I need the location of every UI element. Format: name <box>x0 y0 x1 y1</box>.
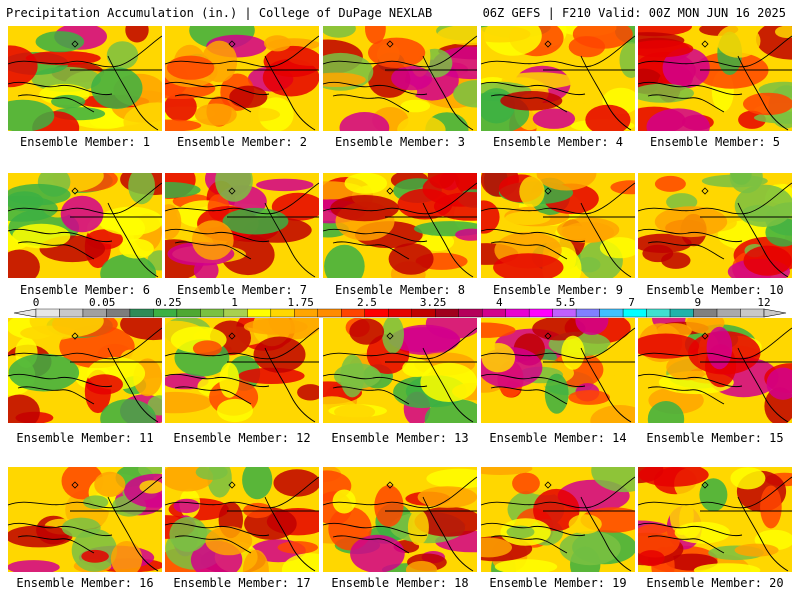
ensemble-member-label: Ensemble Member: 4 <box>492 135 624 149</box>
colorbar-swatch <box>411 308 436 318</box>
colorbar-tick-label: 9 <box>694 296 701 309</box>
colorbar-swatch <box>481 308 506 318</box>
ensemble-map-panel <box>481 173 635 278</box>
colorbar-swatch <box>106 308 131 318</box>
ensemble-map-panel <box>481 26 635 131</box>
ensemble-member-label: Ensemble Member: 12 <box>173 431 311 445</box>
ensemble-member-label: Ensemble Member: 8 <box>334 283 466 297</box>
ensemble-map-panel <box>481 467 635 572</box>
colorbar-swatch <box>153 308 178 318</box>
ensemble-map-panel <box>323 26 477 131</box>
colorbar-swatch <box>435 308 459 318</box>
ensemble-map-panel <box>8 173 162 278</box>
colorbar-tick-label: 5.5 <box>556 296 576 309</box>
ensemble-map-panel <box>481 318 635 423</box>
ensemble-map-panel <box>638 26 792 131</box>
ensemble-member-label: Ensemble Member: 10 <box>646 283 784 297</box>
ensemble-map-panel <box>165 318 319 423</box>
ensemble-map-panel <box>165 173 319 278</box>
run-valid-time: 06Z GEFS | F210 Valid: 00Z MON JUN 16 20… <box>482 6 786 20</box>
colorbar-swatch <box>317 308 342 318</box>
colorbar-swatch <box>693 308 718 318</box>
colorbar-swatch <box>458 308 483 318</box>
ensemble-member-label: Ensemble Member: 16 <box>16 576 154 590</box>
colorbar-swatch <box>599 308 624 318</box>
colorbar-swatch <box>388 308 412 318</box>
ensemble-map-panel <box>8 26 162 131</box>
ensemble-map-panel <box>165 26 319 131</box>
ensemble-member-label: Ensemble Member: 3 <box>334 135 466 149</box>
colorbar-swatch <box>622 308 647 318</box>
colorbar-swatch <box>646 308 671 318</box>
ensemble-map-panel <box>323 173 477 278</box>
precip-colorbar: 0 0.05 0.25 1 1.75 2.5 3.25 4 5.5 7 9 12 <box>13 296 787 318</box>
colorbar-tick-label: 0.25 <box>155 296 182 309</box>
ensemble-map-panel <box>8 318 162 423</box>
colorbar-swatch <box>200 308 225 318</box>
ensemble-member-label: Ensemble Member: 1 <box>19 135 151 149</box>
colorbar-swatch <box>59 308 84 318</box>
ensemble-map-panel <box>638 318 792 423</box>
ensemble-member-label: Ensemble Member: 15 <box>646 431 784 445</box>
colorbar-tick-label: 3.25 <box>420 296 447 309</box>
ensemble-member-label: Ensemble Member: 14 <box>489 431 627 445</box>
ensemble-member-label: Ensemble Member: 9 <box>492 283 624 297</box>
colorbar-max-arrow <box>763 308 787 318</box>
ensemble-map-panel <box>638 467 792 572</box>
colorbar-tick-label: 0.05 <box>89 296 116 309</box>
colorbar-swatch <box>716 308 741 318</box>
colorbar-swatch <box>176 308 201 318</box>
colorbar-swatch <box>247 308 272 318</box>
map-title: Precipitation Accumulation (in.) | Colle… <box>6 6 433 20</box>
colorbar-swatch <box>364 308 389 318</box>
ensemble-member-label: Ensemble Member: 20 <box>646 576 784 590</box>
ensemble-member-label: Ensemble Member: 11 <box>16 431 154 445</box>
colorbar-swatch <box>740 308 765 318</box>
ensemble-member-label: Ensemble Member: 5 <box>649 135 781 149</box>
colorbar-swatch <box>82 308 107 318</box>
ensemble-member-label: Ensemble Member: 18 <box>331 576 469 590</box>
colorbar-swatch <box>575 308 600 318</box>
colorbar-swatch <box>669 308 694 318</box>
ensemble-map-panel <box>165 467 319 572</box>
colorbar-swatch <box>223 308 248 318</box>
colorbar-swatch <box>270 308 295 318</box>
colorbar-swatch <box>129 308 154 318</box>
colorbar-tick-label: 7 <box>628 296 635 309</box>
ensemble-map-panel <box>323 318 477 423</box>
ensemble-member-label: Ensemble Member: 7 <box>176 283 308 297</box>
ensemble-map-panel <box>323 467 477 572</box>
ensemble-member-label: Ensemble Member: 19 <box>489 576 627 590</box>
colorbar-tick-label: 1.75 <box>287 296 314 309</box>
colorbar-tick-label: 0 <box>33 296 40 309</box>
colorbar-swatch <box>552 308 577 318</box>
colorbar-tick-label: 12 <box>757 296 770 309</box>
ensemble-map-panel <box>638 173 792 278</box>
colorbar-tick-label: 4 <box>496 296 503 309</box>
ensemble-member-label: Ensemble Member: 2 <box>176 135 308 149</box>
colorbar-swatch <box>294 308 319 318</box>
ensemble-member-label: Ensemble Member: 13 <box>331 431 469 445</box>
ensemble-member-label: Ensemble Member: 17 <box>173 576 311 590</box>
colorbar-swatch <box>35 308 60 318</box>
colorbar-swatch <box>505 308 530 318</box>
ensemble-member-label: Ensemble Member: 6 <box>19 283 151 297</box>
ensemble-map-panel <box>8 467 162 572</box>
colorbar-swatch <box>341 308 365 318</box>
colorbar-tick-label: 1 <box>231 296 238 309</box>
colorbar-swatch <box>528 308 553 318</box>
colorbar-min-arrow <box>13 308 37 318</box>
colorbar-tick-label: 2.5 <box>357 296 377 309</box>
